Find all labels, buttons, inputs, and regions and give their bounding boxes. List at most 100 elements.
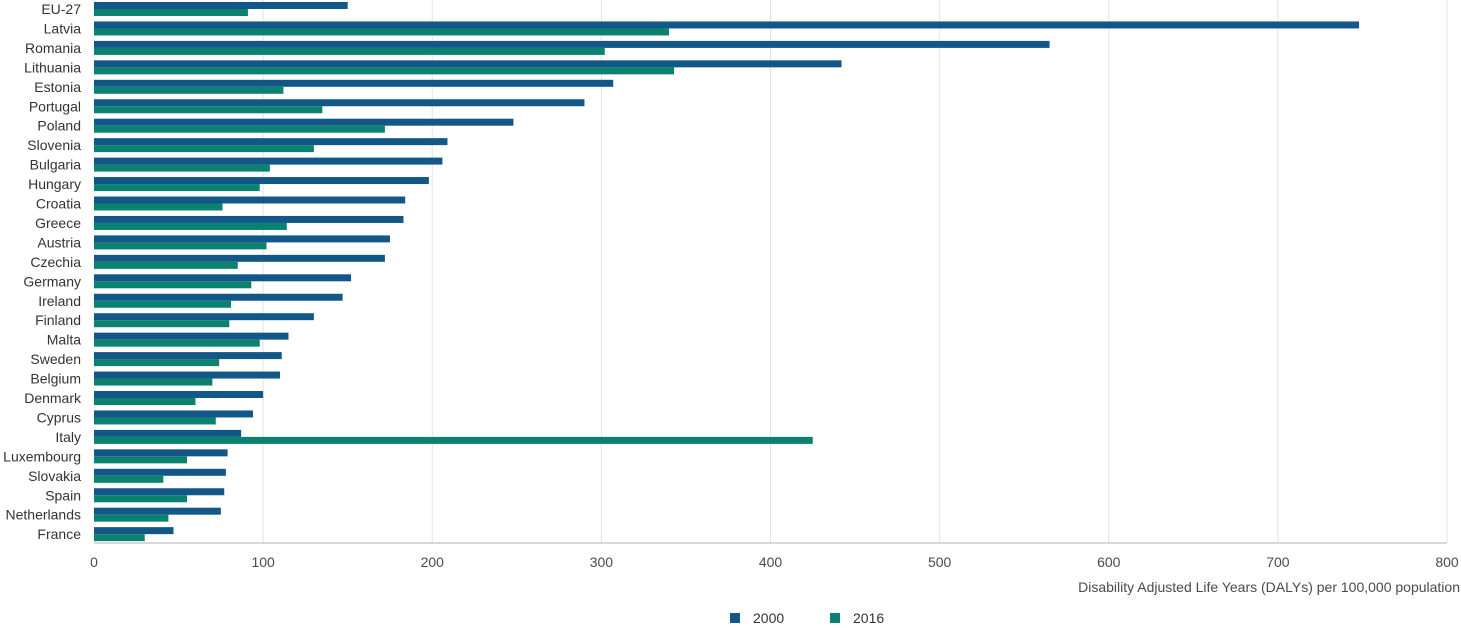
bar-2000-spain [94,488,225,496]
bar-2000-denmark [94,391,264,398]
bar-2016-sweden [94,359,220,367]
bar-2000-lithuania [94,60,842,68]
bar-2000-latvia [94,21,1360,29]
bar-2000-poland [94,118,514,126]
bar-2016-cyprus [94,417,216,425]
bar-2000-croatia [94,196,406,204]
x-axis-ticks: 0 100 200 300 400 500 600 700 800 [90,554,1459,570]
bar-2016-luxembourg [94,456,188,464]
bar-2000-bulgaria [94,157,443,165]
bar-2000-finland [94,313,314,321]
category-label: Hungary [28,176,81,192]
bar-2000-slovenia [94,138,448,146]
x-tick-label: 400 [759,554,783,570]
bar-2000-slovakia [94,468,226,476]
category-labels: EU-27 Latvia Romania Lithuania Estonia Portug… [3,1,82,542]
category-label: Estonia [34,79,81,95]
category-label: Germany [23,273,81,289]
bar-2016-poland [94,125,385,133]
legend-swatch-2000 [730,613,740,623]
x-axis-title: Disability Adjusted Life Years (DALYs) p… [1078,579,1460,595]
legend-label-2000: 2000 [753,610,784,626]
bar-2000-austria [94,235,390,243]
bar-2000-belgium [94,371,281,379]
bar-2016-ireland [94,300,231,308]
bar-2016-hungary [94,184,260,192]
bar-2016-greece [94,222,287,230]
bar-2016-estonia [94,86,284,94]
bar-2000-czechia [94,254,385,262]
bar-2000-ireland [94,293,343,301]
bar-2016-austria [94,242,267,250]
category-label: Luxembourg [3,448,81,464]
category-label: Greece [35,215,81,231]
bar-2016-denmark [94,398,196,405]
bar-2016-croatia [94,203,223,211]
category-label: Ireland [38,293,81,309]
category-label: Finland [35,312,81,328]
legend-swatch-2016 [830,613,840,623]
legend: 2000 2016 [730,610,884,626]
category-label: Denmark [24,390,82,406]
x-tick-label: 800 [1435,554,1459,570]
bar-2000-luxembourg [94,449,228,457]
bar-2016-malta [94,339,260,347]
x-tick-label: 700 [1266,554,1290,570]
category-label: Netherlands [6,507,82,523]
category-label: Poland [37,118,81,134]
category-label: Cyprus [37,409,81,425]
category-label: Czechia [30,254,81,270]
bar-2000-portugal [94,99,585,107]
bar-2000-estonia [94,79,614,87]
category-label: Croatia [36,196,81,212]
category-label: Slovakia [28,468,81,484]
bar-2000-france [94,527,174,535]
category-label: Latvia [44,20,82,36]
gridlines [262,0,1448,543]
bar-2000-netherlands [94,507,221,515]
x-tick-label: 100 [251,554,275,570]
bar-2016-finland [94,320,230,328]
bar-2016-lithuania [94,67,675,75]
category-label: EU-27 [41,1,81,17]
category-label: Lithuania [24,59,81,75]
category-label: Sweden [30,351,81,367]
bar-2016-eu-27 [94,9,248,16]
category-label: Romania [25,40,81,56]
bar-2016-portugal [94,106,323,114]
category-label: Malta [47,332,81,348]
bar-2016-romania [94,47,605,55]
x-tick-label: 300 [590,554,614,570]
bar-2016-spain [94,495,188,503]
bar-2000-romania [94,40,1050,48]
category-label: Belgium [30,371,81,387]
bar-2000-greece [94,215,404,223]
bar-2000-malta [94,332,289,340]
legend-label-2016: 2016 [853,610,884,626]
bar-2016-czechia [94,261,238,269]
bar-2016-germany [94,281,252,289]
bar-2000-germany [94,274,352,282]
category-label: Italy [55,429,81,445]
bar-2000-eu-27 [94,2,348,9]
bar-2000-italy [94,429,242,437]
bar-2000-cyprus [94,410,253,418]
bar-2016-slovakia [94,475,164,483]
x-tick-label: 0 [90,554,98,570]
bar-2016-belgium [94,378,213,386]
category-label: Spain [45,487,81,503]
bar-2000-sweden [94,352,282,360]
x-tick-label: 500 [928,554,952,570]
bar-2016-france [94,534,145,542]
x-tick-label: 200 [421,554,445,570]
x-tick-label: 600 [1097,554,1121,570]
bar-2016-netherlands [94,514,169,522]
bar-2016-italy [94,436,813,444]
bar-2016-slovenia [94,145,314,153]
bar-2000-hungary [94,177,429,185]
bar-2016-bulgaria [94,164,270,172]
bars [94,2,1360,542]
category-label: Portugal [29,98,81,114]
category-label: Bulgaria [30,157,82,173]
